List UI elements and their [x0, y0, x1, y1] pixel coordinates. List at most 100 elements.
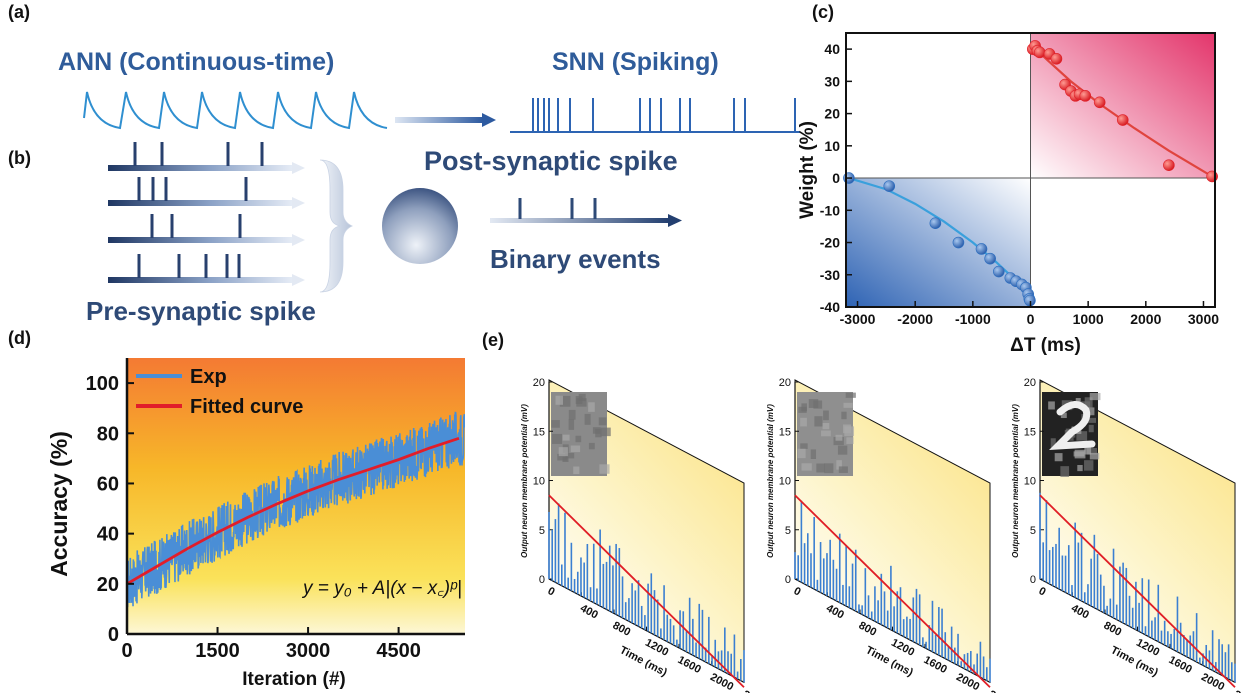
data-point [1033, 46, 1046, 59]
threshold-line [1039, 494, 1236, 688]
digit-image-noise [1089, 452, 1100, 460]
snn-title: SNN (Spiking) [552, 48, 719, 76]
digit-image-noise [810, 449, 817, 459]
pre-train-4 [108, 254, 305, 286]
digit-image-noise [1084, 444, 1092, 455]
data-point [984, 252, 996, 265]
y-tick-label: 15 [779, 426, 791, 438]
y-tick-label: 20 [533, 377, 545, 389]
pre-train-arrowhead [292, 234, 305, 246]
accuracy-chart: 0 1500 3000 4500 0 20 40 60 80 100 Iteration (#) Ac… [46, 358, 465, 690]
data-point [883, 180, 896, 192]
spike-bars [548, 503, 745, 683]
y-tick-label: 5 [1030, 525, 1036, 537]
digit-image-noise [588, 442, 595, 450]
y-tick-label: 30 [824, 73, 840, 89]
stdp-chart: -3000 -2000 -1000 0 1000 2000 3000 -40 -30 -20 -10… [797, 32, 1219, 356]
y-axis-label: Accuracy (%) [46, 431, 72, 577]
x-tick-label: 3000 [1188, 311, 1219, 327]
y-tick-label: 40 [824, 41, 840, 57]
x-tick-label: -2000 [897, 311, 933, 327]
digit-image-noise [559, 395, 571, 407]
pre-synaptic-label: Pre-synaptic spike [86, 296, 316, 326]
spike-bars [794, 500, 991, 683]
y-tick-label: -20 [820, 235, 840, 251]
digit-image-noise [797, 448, 806, 459]
x-tick-label: 4500 [376, 640, 421, 662]
digit-image-noise [821, 430, 831, 437]
y-axis-label: Output neuron membrane potential (mV) [1011, 404, 1020, 558]
digit-image-noise [557, 453, 568, 461]
y-tick-label: 20 [779, 377, 791, 389]
digit-image-noise [835, 434, 843, 441]
y-tick-label: 10 [533, 476, 545, 488]
data-point [1093, 96, 1106, 109]
x-tick-label: 800 [1102, 620, 1124, 639]
x-tick-label: 2000 [1130, 311, 1161, 327]
digit-image-noise [843, 402, 853, 408]
digit-image-noise [844, 426, 855, 437]
digit-image-noise [598, 417, 607, 426]
pre-train-3 [108, 214, 305, 246]
x-tick-label: -1000 [955, 311, 991, 327]
digit-image-noise [816, 463, 826, 473]
pre-train-axis [108, 200, 293, 206]
threshold-line [794, 494, 991, 688]
digit-image-noise [1084, 460, 1094, 471]
digit-image-noise [824, 463, 834, 474]
digit-image-noise [1054, 453, 1063, 462]
digit-image-noise [845, 392, 856, 398]
data-point [992, 265, 1005, 278]
digit-image-noise [558, 447, 568, 457]
y-tick-label: -40 [820, 299, 840, 315]
panel-label-d: (d) [8, 328, 31, 348]
digit-image-noise [1087, 417, 1096, 423]
exp-series [127, 411, 465, 608]
digit-image-noise [814, 416, 823, 427]
y-tick-label: 0 [832, 170, 840, 186]
digit-image-noise [1060, 466, 1070, 478]
data-point [1116, 114, 1129, 126]
x-tick-label: 0 [1027, 311, 1035, 327]
digit-image-noise [823, 410, 829, 421]
panel-label-e: (e) [482, 330, 504, 350]
digit-image-noise [800, 417, 807, 427]
data-point [1163, 159, 1175, 171]
digit-image-noise [573, 466, 580, 475]
pre-train-arrowhead [292, 274, 305, 286]
ann-waveform [83, 91, 388, 130]
pre-train-axis [108, 277, 293, 283]
x-axis-label: ΔT (ms) [1010, 335, 1081, 356]
x-tick-label: 2400 [987, 688, 1014, 693]
y-tick-label: 0 [1030, 574, 1036, 586]
digit-image-noise [801, 463, 812, 471]
x-tick-label: 800 [857, 620, 879, 639]
y-tick-label: 10 [1024, 476, 1036, 488]
panel-label-a: (a) [8, 2, 30, 22]
y-axis-label: Output neuron membrane potential (mV) [520, 404, 529, 558]
digit-image-noise [837, 445, 848, 455]
digit-image-noise [551, 420, 560, 428]
digit-image-noise [1088, 424, 1094, 433]
digit-image-noise [575, 435, 582, 443]
y-tick-label: 0 [785, 574, 791, 586]
legend: Exp Fitted curve [136, 366, 303, 418]
binary-events-label: Binary events [490, 244, 661, 274]
data-point [1050, 52, 1063, 65]
y-tick-label: 0 [539, 574, 545, 586]
digit-stroke [1049, 401, 1096, 451]
membrane-potential-charts: 0 5 10 15 20 Output neuron membrane potential… [520, 377, 1242, 693]
snn-spike-train [510, 98, 800, 133]
y-tick-label: 20 [97, 574, 119, 596]
digit-image-noise [592, 427, 601, 434]
digit-image-noise [836, 460, 842, 470]
synapse-brace [319, 159, 353, 293]
y-tick-label: 5 [539, 525, 545, 537]
post-synaptic-label: Post-synaptic spike [424, 146, 678, 176]
digit-image-noise [1077, 465, 1083, 472]
panel-label-c: (c) [812, 2, 834, 22]
y-tick-label: 10 [779, 476, 791, 488]
x-tick-label: 0 [792, 585, 803, 598]
data-point [975, 243, 988, 255]
